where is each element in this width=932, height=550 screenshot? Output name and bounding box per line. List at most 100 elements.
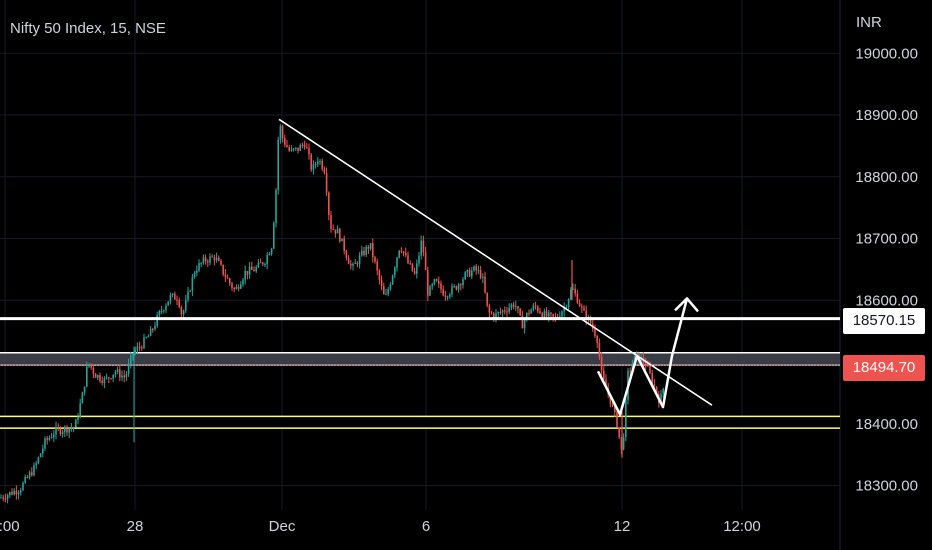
candle-body	[649, 365, 651, 374]
candle-body	[105, 377, 108, 379]
candle-body	[422, 240, 425, 253]
candle-body	[457, 284, 460, 290]
candle-body	[572, 288, 574, 290]
candle-body	[86, 366, 88, 387]
candles	[0, 124, 664, 504]
candle-body	[376, 261, 378, 271]
candle-body	[576, 293, 579, 304]
candle-body	[251, 266, 253, 270]
candle-body	[499, 312, 502, 314]
candle-body	[180, 306, 183, 315]
candle-body	[123, 375, 125, 378]
candle-body	[187, 291, 189, 301]
candle-body	[369, 243, 372, 249]
candle-body	[90, 363, 92, 368]
candle-body	[651, 373, 653, 385]
candle-body	[325, 173, 328, 193]
candle-body	[391, 275, 394, 285]
candle-body	[361, 250, 363, 256]
price-axis[interactable]: 19000.00 18900.00 18800.00 18700.00 18600.00…	[855, 45, 918, 494]
level-price-badge: 18570.15	[843, 308, 925, 334]
candle-body	[574, 288, 576, 294]
candle-body	[97, 375, 99, 378]
candle-body	[24, 476, 26, 483]
price-tick-label: 18300.00	[855, 478, 918, 495]
candle-body	[121, 375, 123, 378]
candle-body	[512, 304, 515, 308]
candle-body	[130, 355, 132, 364]
candle-body	[501, 310, 504, 313]
candle-body	[323, 169, 326, 174]
candle-body	[81, 392, 84, 404]
candle-body	[75, 420, 77, 428]
candle-body	[273, 223, 275, 249]
candle-body	[407, 255, 409, 264]
candle-body	[200, 262, 202, 264]
candle-body	[449, 294, 451, 297]
candle-body	[589, 316, 592, 324]
candle-body	[433, 279, 436, 285]
candle-body	[539, 311, 541, 314]
candle-body	[288, 147, 290, 151]
candle-body	[482, 276, 484, 278]
candle-body	[213, 256, 216, 261]
candle-body	[92, 367, 95, 374]
price-tick-label: 18600.00	[855, 292, 918, 309]
candle-body	[66, 426, 68, 433]
candle-body	[548, 312, 550, 317]
candle-body	[466, 269, 469, 273]
candle-body	[354, 263, 356, 265]
candle-body	[207, 261, 209, 263]
candle-body	[479, 270, 482, 278]
arrow-head	[674, 297, 699, 313]
candle-body	[647, 365, 649, 367]
candle-body	[662, 388, 664, 395]
candle-body	[191, 277, 194, 291]
candle-body	[625, 399, 627, 438]
candle-body	[537, 306, 539, 312]
candle-body	[328, 192, 330, 215]
candle-body	[35, 463, 37, 466]
candle-body	[103, 378, 106, 384]
candle-body	[77, 417, 79, 421]
candle-body	[440, 283, 442, 290]
candle-body	[306, 147, 308, 149]
candle-body	[614, 405, 616, 412]
candle-body	[20, 490, 22, 493]
candle-body	[158, 311, 161, 316]
candle-body	[312, 164, 315, 170]
candle-body	[508, 307, 510, 312]
candle-body	[475, 266, 477, 271]
candle-body	[154, 325, 156, 330]
candle-body	[31, 472, 33, 476]
candle-body	[2, 497, 4, 499]
candle-body	[477, 270, 480, 272]
candle-body	[321, 160, 323, 170]
candle-body	[268, 253, 271, 255]
candle-body	[389, 284, 392, 290]
candle-body	[468, 269, 471, 277]
candle-body	[174, 293, 176, 300]
candle-body	[603, 370, 605, 380]
candle-body	[110, 378, 112, 380]
candle-body	[374, 257, 376, 262]
time-axis[interactable]: 2:00 28 Dec 6 12 12:00	[0, 518, 761, 535]
candle-body	[504, 310, 506, 312]
candle-body	[484, 276, 486, 293]
candle-body	[622, 437, 625, 450]
candle-body	[330, 214, 332, 230]
candle-body	[317, 161, 319, 164]
candle-body	[165, 305, 167, 311]
candle-body	[237, 287, 240, 289]
candle-body	[64, 426, 66, 432]
candle-body	[446, 296, 449, 298]
candle-body	[567, 299, 570, 307]
candle-body	[189, 290, 191, 292]
candle-body	[420, 240, 422, 256]
candle-body	[270, 248, 273, 254]
candle-body	[292, 148, 295, 150]
time-tick-label: 12	[614, 518, 631, 535]
candle-body	[176, 299, 178, 301]
candle-body	[532, 305, 535, 310]
